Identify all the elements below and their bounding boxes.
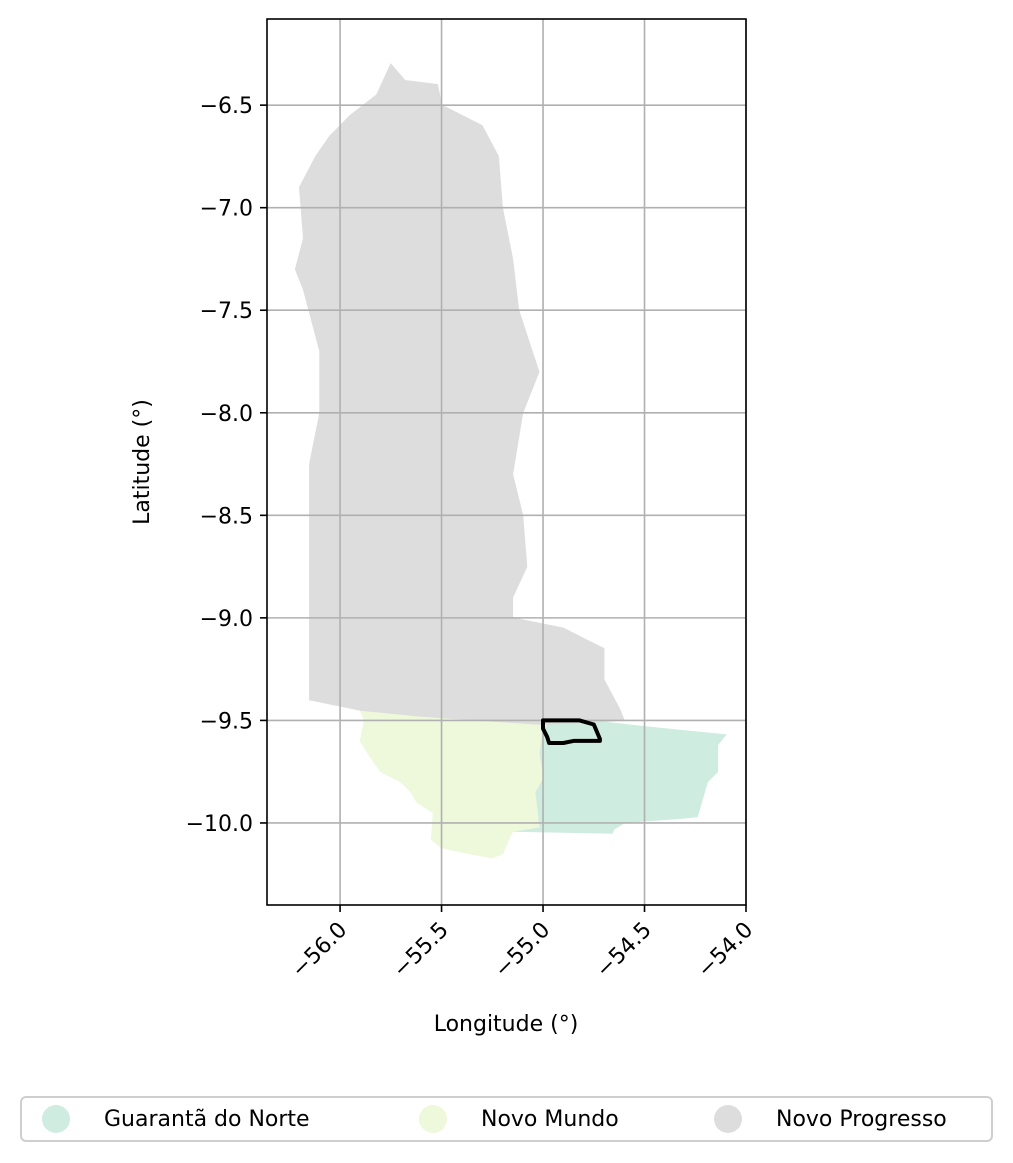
legend-item-novo-mundo: Novo Mundo (419, 1098, 619, 1140)
y-tick-label-5: −9.0 (200, 607, 253, 632)
legend-item-guaranta-do-norte: Guarantã do Norte (42, 1098, 310, 1140)
y-tick-label-4: −8.5 (200, 504, 253, 529)
x-tick-label-1: −55.5 (388, 918, 453, 983)
boundary-layer (541, 718, 602, 745)
legend-label-novo-mundo: Novo Mundo (481, 1106, 619, 1132)
grid-layer (267, 19, 747, 905)
x-tick-label-4: −54.0 (693, 918, 758, 983)
y-tick-label-6: −9.5 (200, 709, 253, 734)
region-novo-mundo (359, 709, 544, 859)
regions-layer (294, 63, 727, 859)
y-tick-label-0: −6.5 (200, 94, 253, 119)
x-tick-label-3: −54.5 (591, 918, 656, 983)
x-tick-label-2: −55.0 (490, 918, 555, 983)
legend-label-novo-progresso: Novo Progresso (776, 1106, 947, 1132)
y-tick-label-3: −8.0 (200, 402, 253, 427)
y-tick-label-2: −7.5 (200, 299, 253, 324)
legend: Guarantã do Norte Novo Mundo Novo Progre… (20, 1096, 993, 1142)
legend-marker-guaranta-do-norte (42, 1105, 70, 1133)
y-axis-label: Latitude (°) (130, 399, 155, 525)
axes-frame (266, 18, 747, 906)
legend-marker-novo-mundo (419, 1105, 447, 1133)
x-axis-label: Longitude (°) (434, 1012, 579, 1037)
region-novo-progresso (294, 63, 625, 726)
y-tick-label-1: −7.0 (200, 197, 253, 222)
x-tick-label-0: −56.0 (287, 918, 352, 983)
legend-item-novo-progresso: Novo Progresso (714, 1098, 947, 1140)
study-area-boundary (541, 718, 602, 745)
legend-marker-novo-progresso (714, 1105, 742, 1133)
y-tick-label-7: −10.0 (186, 812, 253, 837)
legend-label-guaranta-do-norte: Guarantã do Norte (104, 1106, 310, 1132)
